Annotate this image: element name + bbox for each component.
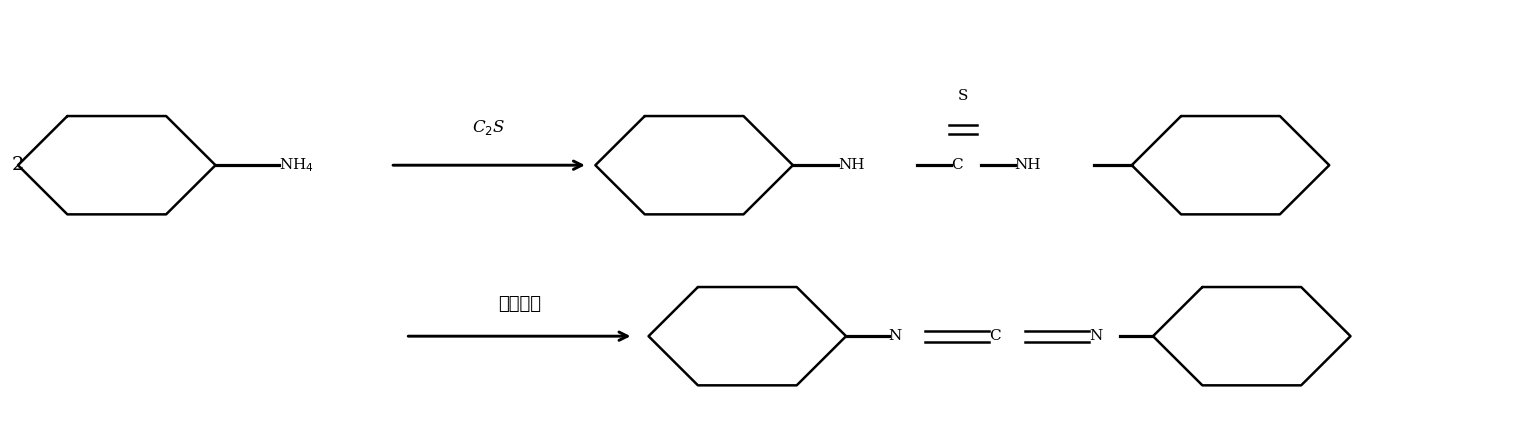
Text: N: N	[889, 329, 901, 343]
Text: C$_2$S: C$_2$S	[473, 118, 506, 137]
Text: NH: NH	[1014, 158, 1042, 172]
Text: C: C	[952, 158, 962, 172]
Text: NH$_4$: NH$_4$	[279, 156, 314, 174]
Text: NH: NH	[839, 158, 865, 172]
Text: S: S	[958, 89, 968, 103]
Text: 脱硫化氢: 脱硫化氢	[497, 295, 541, 313]
Text: N: N	[1089, 329, 1103, 343]
Text: 2: 2	[12, 156, 24, 174]
Text: C: C	[988, 329, 1000, 343]
